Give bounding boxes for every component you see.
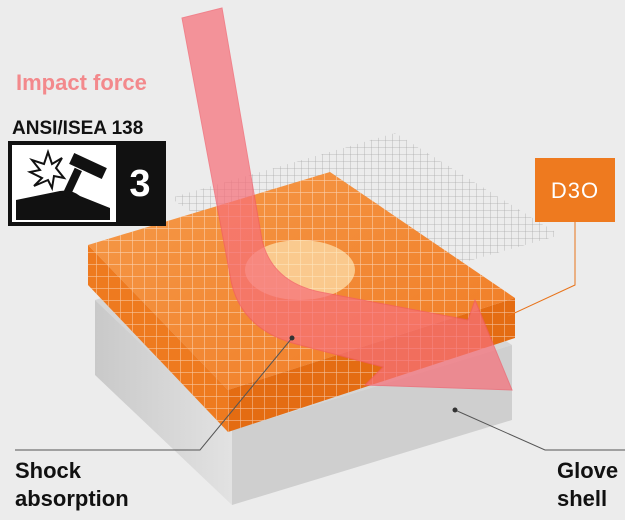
impact-arrow <box>181 7 513 391</box>
level: 3 <box>129 163 150 205</box>
brand-logo <box>535 158 615 222</box>
leader-dot <box>452 407 458 413</box>
brand-text: D3O <box>551 178 599 203</box>
title: Impact force <box>16 70 147 95</box>
label-line: Shock <box>15 458 82 483</box>
leader-dot <box>289 335 295 341</box>
label-line: absorption <box>15 486 129 511</box>
standard: ANSI/ISEA 138 <box>12 118 143 139</box>
badge-icon <box>16 148 110 220</box>
leader-line <box>507 222 576 317</box>
label-line: shell <box>557 486 607 511</box>
leader-line <box>15 337 293 451</box>
leader-line <box>454 409 625 451</box>
label-line: Glove <box>557 458 618 483</box>
